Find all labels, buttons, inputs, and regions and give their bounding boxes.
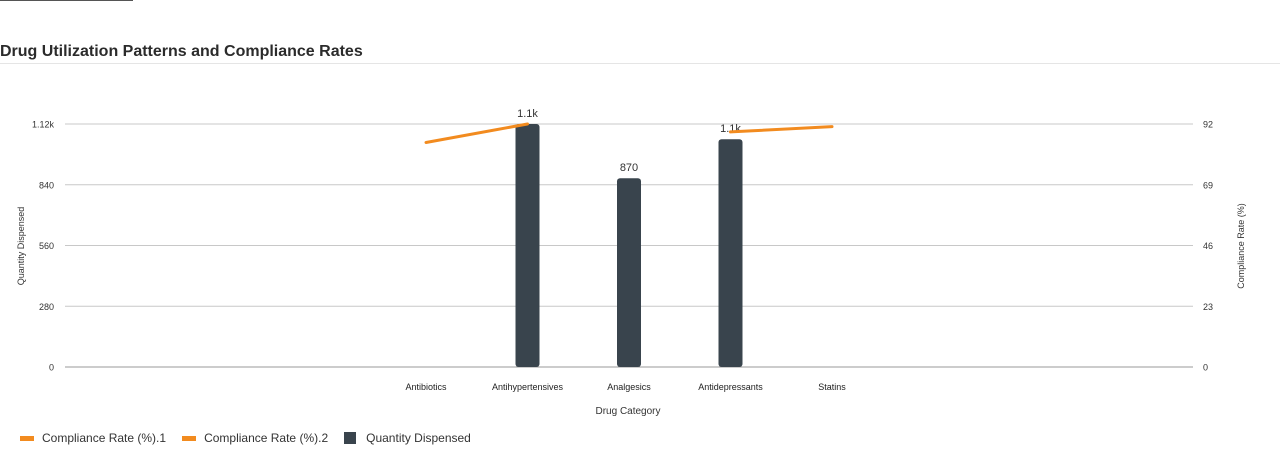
y2-tick-label: 0 [1203, 363, 1208, 373]
bar-data-label: 870 [620, 162, 638, 174]
chart-legend: Compliance Rate (%).1 Compliance Rate (%… [20, 431, 487, 445]
y2-tick-label: 69 [1203, 180, 1213, 190]
chart-plot: 0 0 280 23 560 46 840 69 1.12k 92 Quantity Dispens… [16, 108, 1246, 417]
x-tick-label: Statins [818, 382, 846, 392]
title-divider [0, 63, 1280, 64]
y-tick-label: 560 [39, 241, 54, 251]
legend-swatch-compliance-1 [20, 435, 34, 441]
compliance-line-2 [729, 125, 834, 134]
y-tick-label: 0 [49, 363, 54, 373]
y-tick-label: 1.12k [32, 120, 55, 130]
legend-swatch-compliance-2 [182, 435, 197, 441]
legend-label-compliance-2: Compliance Rate (%).2 [204, 431, 329, 445]
legend-item-quantity[interactable]: Quantity Dispensed [344, 431, 471, 445]
y2-tick-label: 23 [1203, 302, 1213, 312]
x-axis-title: Drug Category [595, 406, 660, 417]
chart-title: Drug Utilization Patterns and Compliance… [0, 43, 363, 60]
top-divider [0, 0, 133, 1]
legend-item-compliance-1[interactable]: Compliance Rate (%).1 [20, 431, 166, 445]
compliance-line-1 [424, 122, 529, 144]
bar-data-label: 1.1k [517, 108, 538, 120]
y2-tick-label: 46 [1203, 241, 1213, 251]
y-tick-label: 840 [39, 180, 54, 190]
y-axis-title: Quantity Dispensed [16, 207, 26, 286]
legend-swatch-quantity [344, 432, 357, 444]
x-tick-label: Analgesics [607, 382, 651, 392]
y2-tick-label: 92 [1203, 120, 1213, 130]
y2-axis-title: Compliance Rate (%) [1236, 203, 1246, 289]
x-tick-label: Antihypertensives [492, 382, 564, 392]
x-tick-label: Antidepressants [698, 382, 763, 392]
x-tick-label: Antibiotics [405, 382, 447, 392]
bar-quantity-dispensed [718, 139, 743, 367]
y-tick-label: 280 [39, 302, 54, 312]
legend-label-quantity: Quantity Dispensed [366, 431, 471, 445]
bar-quantity-dispensed [515, 124, 540, 367]
bar-quantity-dispensed [617, 178, 641, 367]
legend-item-compliance-2[interactable]: Compliance Rate (%).2 [182, 431, 328, 445]
legend-label-compliance-1: Compliance Rate (%).1 [42, 431, 167, 445]
